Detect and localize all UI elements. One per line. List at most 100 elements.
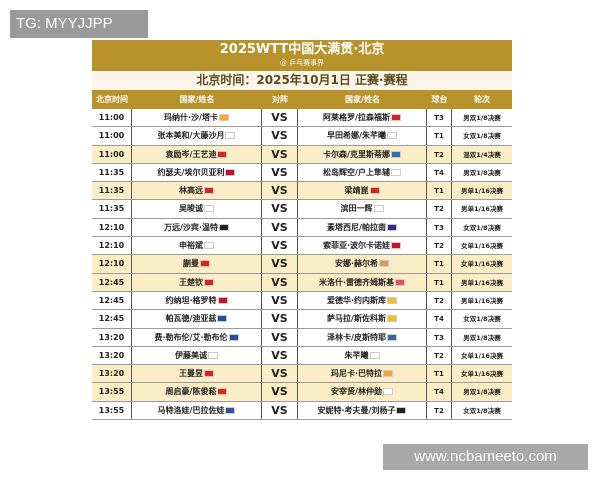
vs-label: VS xyxy=(262,163,298,182)
vs-label-text: VS xyxy=(271,220,288,234)
vs-label-text: VS xyxy=(271,293,288,307)
country-flag-icon xyxy=(218,223,229,231)
player1-name-text: 王楚钦 xyxy=(179,277,203,287)
player2-name-text: 素塔西尼/帕拉南 xyxy=(327,222,386,232)
player2-name: 素塔西尼/帕拉南 xyxy=(298,218,427,237)
table-number-text: T3 xyxy=(434,333,444,342)
player1-name-text: 王曼昱 xyxy=(179,369,203,379)
player1-name: 吴晙诚 xyxy=(132,200,262,218)
player2-name: 朱芊曦 xyxy=(298,346,427,365)
match-round-text: 女双1/8决赛 xyxy=(463,223,501,232)
vs-label: VS xyxy=(262,218,298,237)
player1-name-text: 帕瓦德/迪亚兹 xyxy=(165,314,217,324)
match-round-text: 男单1/16决赛 xyxy=(461,278,503,287)
vs-label: VS xyxy=(262,310,298,328)
player1-name: 张本美和/大藤沙月 xyxy=(132,127,262,145)
player1-name: 袁励岑/王艺迪 xyxy=(132,145,262,163)
player2-name: 卡尔森/克里斯蒂娜 xyxy=(298,145,427,163)
match-round-text: 男单1/16决赛 xyxy=(461,205,503,214)
country-flag-icon xyxy=(225,406,236,414)
match-round-text: 男双1/8决赛 xyxy=(463,114,501,122)
player1-name-text: 周启豪/陈俊菘 xyxy=(165,387,217,397)
match-time: 13:20 xyxy=(92,328,132,346)
vs-label-text: VS xyxy=(271,184,288,198)
match-round: 女单1/16决赛 xyxy=(452,365,512,382)
match-time: 11:35 xyxy=(92,200,132,218)
table-number: T4 xyxy=(427,163,452,182)
player2-name-text: 朱芊曦 xyxy=(344,350,369,360)
vs-label-text: VS xyxy=(271,111,288,124)
player2-name: 泽林卡/皮斯特耶 xyxy=(298,328,427,346)
match-round: 女双1/8决赛 xyxy=(452,127,512,144)
country-flag-icon xyxy=(204,370,214,378)
player2-name-text: 安娜·赫尔希 xyxy=(334,259,379,269)
table-number-text: T3 xyxy=(434,223,444,232)
player2-name-text: 爱德华·约内斯库 xyxy=(326,295,387,305)
player2-name: 早田希娜/朱芊曦 xyxy=(298,127,427,145)
table-row: 13:20 费·勒布伦/艾·勒布伦 VS 泽林卡/皮斯特耶 T3 男双1/8决赛 xyxy=(92,328,512,347)
match-round: 女双1/8决赛 xyxy=(452,219,512,236)
player2-name-text: 玛尼卡·巴特拉 xyxy=(330,369,383,379)
match-round: 女单1/16决赛 xyxy=(452,255,512,272)
vs-label-text: VS xyxy=(271,275,288,289)
match-time-text: 11:00 xyxy=(98,131,125,141)
match-time: 13:20 xyxy=(92,346,132,365)
player1-name: 申裕斌 xyxy=(132,237,262,255)
match-round-text: 女单1/16决赛 xyxy=(461,242,503,251)
player1-name: 玛纳什·沙/塔卡 xyxy=(132,109,262,127)
match-round-text: 女双1/8决赛 xyxy=(463,406,501,415)
table-header: 北京时间 国家/姓名 对阵 国家/姓名 球台 轮次 xyxy=(92,90,512,109)
vs-label: VS xyxy=(262,109,298,127)
vs-label: VS xyxy=(262,145,298,163)
match-time: 12:10 xyxy=(92,237,132,255)
player2-name-text: 卡尔森/克里斯蒂娜 xyxy=(323,149,390,159)
header-player1: 国家/姓名 xyxy=(179,95,215,104)
vs-label: VS xyxy=(262,255,298,273)
match-round: 女单1/16决赛 xyxy=(452,237,512,254)
match-round: 女双1/8决赛 xyxy=(452,310,512,327)
match-round-text: 女单1/16决赛 xyxy=(461,370,503,379)
country-flag-icon xyxy=(200,260,210,268)
country-flag-icon xyxy=(204,278,214,286)
player1-name-text: 约纳坦·格罗特 xyxy=(165,295,217,305)
country-flag-icon xyxy=(225,132,236,140)
player1-name: 蒯曼 xyxy=(132,255,262,273)
match-round-text: 男双1/8决赛 xyxy=(463,168,501,177)
player1-name: 王楚钦 xyxy=(132,273,262,291)
table-number: T3 xyxy=(427,328,452,346)
match-round-text: 女单1/16决赛 xyxy=(461,260,503,269)
table-number: T1 xyxy=(427,182,452,200)
player2-name-text: 滨田一辉 xyxy=(340,204,373,214)
match-time-text: 11:35 xyxy=(98,186,125,196)
table-row: 12:10 申裕斌 VS 索菲亚·波尔卡诺娃 T2 女单1/16决赛 xyxy=(92,237,512,256)
player2-name-text: 索菲亚·波尔卡诺娃 xyxy=(322,241,391,251)
table-row: 11:35 林高远 VS 梁靖崑 T1 男单1/16决赛 xyxy=(92,182,512,201)
vs-label-text: VS xyxy=(271,348,288,362)
match-time-text: 12:10 xyxy=(98,241,125,251)
table-number: T3 xyxy=(427,218,452,237)
table-number: T4 xyxy=(427,383,452,401)
table-number: T2 xyxy=(427,401,452,420)
header-player2: 国家/姓名 xyxy=(345,95,380,104)
player1-name: 伊藤美诚 xyxy=(132,346,262,365)
match-round: 男单1/16决赛 xyxy=(452,200,512,217)
table-number: T1 xyxy=(427,255,452,273)
match-round-text: 男双1/8决赛 xyxy=(463,333,501,342)
country-flag-icon xyxy=(390,150,401,158)
vs-label: VS xyxy=(262,291,298,310)
table-number: T2 xyxy=(427,291,452,310)
player2-name-text: 松岛辉空/户上隼辅 xyxy=(323,167,390,177)
match-round: 男单1/16决赛 xyxy=(452,274,512,291)
country-flag-icon xyxy=(391,242,402,250)
player1-name: 约瑟夫/埃尔贝亚利 xyxy=(132,163,262,182)
vs-label-text: VS xyxy=(271,147,288,161)
site-watermark: www.ncbameeto.com xyxy=(383,444,588,470)
player1-name-text: 申裕斌 xyxy=(179,241,203,251)
table-number: T2 xyxy=(427,200,452,218)
table-row: 11:00 张本美和/大藤沙月 VS 早田希娜/朱芊曦 T1 女双1/8决赛 xyxy=(92,127,512,146)
country-flag-icon xyxy=(386,132,397,140)
player1-name: 马特洛娃/巴拉佐娃 xyxy=(132,401,262,420)
match-time: 13:55 xyxy=(92,401,132,420)
match-round: 男双1/8决赛 xyxy=(452,109,512,126)
country-flag-icon xyxy=(204,205,214,213)
